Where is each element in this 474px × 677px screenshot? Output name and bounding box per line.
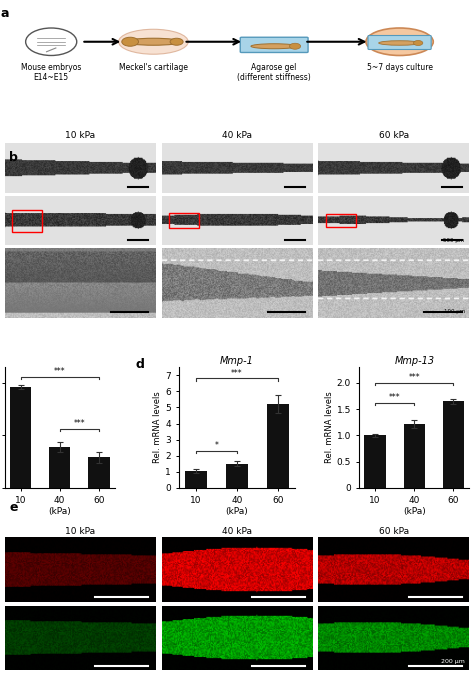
Text: ***: *** bbox=[231, 369, 243, 378]
Bar bbox=[49, 447, 71, 488]
Circle shape bbox=[413, 41, 423, 45]
X-axis label: (kPa): (kPa) bbox=[403, 506, 426, 516]
Bar bbox=[10, 387, 31, 488]
Title: 60 kPa: 60 kPa bbox=[379, 527, 409, 536]
X-axis label: (kPa): (kPa) bbox=[226, 506, 248, 516]
Bar bbox=[326, 214, 356, 227]
Text: Agarose gel
(different stiffness): Agarose gel (different stiffness) bbox=[237, 63, 311, 83]
Ellipse shape bbox=[379, 41, 420, 45]
X-axis label: (kPa): (kPa) bbox=[48, 506, 71, 516]
FancyBboxPatch shape bbox=[368, 35, 431, 49]
Circle shape bbox=[170, 38, 183, 45]
Y-axis label: Rel. mRNA levels: Rel. mRNA levels bbox=[154, 392, 163, 464]
Text: Mouse embryos
E14~E15: Mouse embryos E14~E15 bbox=[21, 63, 82, 83]
Text: e: e bbox=[9, 501, 18, 514]
Ellipse shape bbox=[366, 28, 433, 56]
FancyBboxPatch shape bbox=[240, 37, 308, 53]
Bar bbox=[443, 401, 464, 488]
Text: 40 kPa: 40 kPa bbox=[222, 131, 252, 140]
Title: Mmp-1: Mmp-1 bbox=[220, 356, 254, 366]
Bar bbox=[184, 471, 207, 488]
Ellipse shape bbox=[251, 44, 297, 49]
Text: 5~7 days culture: 5~7 days culture bbox=[366, 63, 433, 72]
Y-axis label: Rel. mRNA levels: Rel. mRNA levels bbox=[325, 392, 334, 464]
Circle shape bbox=[26, 28, 77, 56]
Bar bbox=[226, 464, 248, 488]
Title: 10 kPa: 10 kPa bbox=[65, 527, 95, 536]
Text: 200 μm: 200 μm bbox=[441, 659, 465, 663]
Ellipse shape bbox=[118, 29, 188, 54]
Text: ***: *** bbox=[73, 420, 85, 429]
Text: ***: *** bbox=[409, 373, 420, 383]
Text: ***: *** bbox=[54, 367, 65, 376]
Text: Meckel's cartilage: Meckel's cartilage bbox=[119, 63, 188, 72]
Text: a: a bbox=[0, 7, 9, 20]
Text: d: d bbox=[136, 357, 145, 370]
Text: *: * bbox=[215, 441, 219, 450]
Text: 10 kPa: 10 kPa bbox=[65, 131, 95, 140]
Title: Mmp-13: Mmp-13 bbox=[394, 356, 434, 366]
Circle shape bbox=[290, 43, 301, 49]
Circle shape bbox=[122, 37, 138, 46]
Bar bbox=[169, 213, 199, 228]
Bar bbox=[267, 404, 290, 488]
Bar bbox=[88, 458, 109, 488]
Bar bbox=[12, 210, 43, 232]
Text: 500 μm: 500 μm bbox=[444, 238, 465, 243]
Text: 60 kPa: 60 kPa bbox=[379, 131, 409, 140]
Text: 100 μm: 100 μm bbox=[444, 309, 465, 314]
Bar bbox=[403, 424, 425, 488]
Text: ***: *** bbox=[389, 393, 401, 402]
Ellipse shape bbox=[126, 38, 181, 45]
Title: 40 kPa: 40 kPa bbox=[222, 527, 252, 536]
Text: b: b bbox=[9, 151, 18, 164]
Bar bbox=[365, 435, 386, 488]
